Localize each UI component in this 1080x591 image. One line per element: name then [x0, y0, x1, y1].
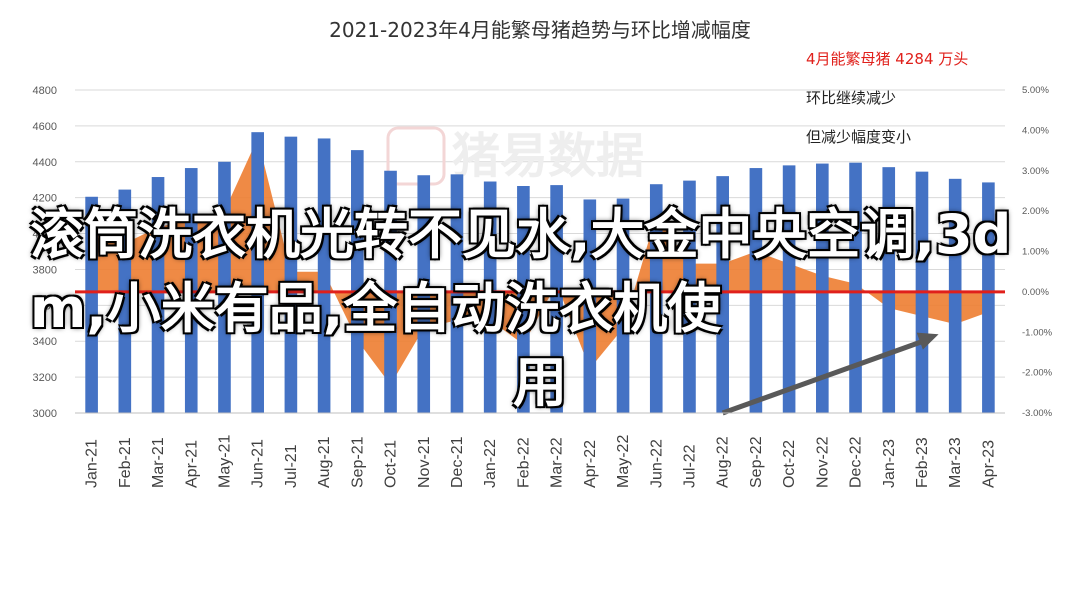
x-tick-label: Sep-21	[349, 436, 366, 488]
y-left-tick-label: 3800	[33, 264, 57, 276]
annotation-text: 但减少幅度变小	[806, 128, 911, 146]
chart-title: 2021-2023年4月能繁母猪趋势与环比增减幅度	[329, 18, 751, 42]
x-tick-label: Feb-23	[914, 437, 931, 488]
x-tick-label: Aug-22	[715, 436, 732, 488]
watermark-text: 猪易数据	[452, 128, 644, 184]
trend-arrow-shaft	[721, 336, 930, 416]
bar	[251, 132, 264, 414]
bar	[649, 184, 663, 413]
annotation-text: 4月能繁母猪 4284 万头	[806, 50, 968, 68]
x-tick-label: May-21	[216, 435, 233, 488]
y-right-tick-label: -3.00%	[1022, 408, 1053, 419]
y-left-tick-label: 4600	[33, 121, 57, 133]
x-tick-label: Mar-21	[150, 437, 167, 488]
y-left-tick-label: 4800	[33, 85, 57, 97]
bar	[982, 182, 995, 413]
overlay-caption: 滚筒洗衣机光转不见水,大金中央空调,3dm,小米有品,全自动洗衣机使用	[30, 198, 1050, 420]
y-left-tick-label: 4400	[33, 157, 57, 169]
x-tick-label: Apr-22	[582, 440, 599, 488]
x-tick-label: Mar-22	[549, 437, 566, 488]
bar	[782, 165, 796, 413]
x-tick-label: Jun-21	[250, 439, 267, 488]
bar	[616, 198, 630, 413]
x-tick-label: Dec-22	[848, 436, 865, 488]
bar	[351, 150, 364, 413]
y-right-tick-label: 5.00%	[1022, 85, 1049, 96]
bar	[849, 162, 862, 413]
bar	[816, 163, 829, 413]
y-left-tick-label: 4200	[33, 193, 57, 205]
bar	[483, 181, 497, 413]
overlay-line-3: 用	[513, 351, 567, 414]
x-tick-label: Oct-21	[383, 440, 400, 488]
x-tick-label: May-22	[615, 435, 632, 488]
y-left-tick-label: 3200	[33, 372, 57, 384]
watermark-logo-icon	[386, 126, 446, 186]
x-tick-label: Jan-23	[881, 439, 898, 488]
x-tick-label: Dec-21	[449, 436, 466, 488]
bar	[218, 161, 231, 413]
y-right-tick-label: 4.00%	[1022, 125, 1049, 136]
x-tick-label: Jan-22	[482, 439, 499, 488]
bar	[284, 136, 298, 413]
y-left-tick-label: 3400	[33, 336, 57, 348]
x-tick-label: Jul-21	[283, 444, 300, 488]
x-tick-label: Nov-22	[814, 436, 831, 488]
y-right-tick-label: 3.00%	[1022, 166, 1049, 177]
x-tick-label: Mar-23	[947, 437, 964, 488]
x-tick-label: Feb-22	[515, 437, 532, 488]
bar	[550, 185, 563, 413]
y-right-tick-label: -1.00%	[1022, 327, 1053, 338]
x-tick-label: Jun-22	[648, 439, 665, 488]
bar	[85, 196, 98, 413]
annotation-text: 环比继续减少	[806, 89, 896, 107]
y-right-tick-label: -2.00%	[1022, 368, 1053, 379]
bar	[583, 199, 597, 413]
y-left-tick-label: 3600	[33, 300, 57, 312]
bar	[118, 189, 132, 413]
x-tick-label: Jan-21	[84, 439, 101, 488]
overlay-line-1: 滚筒洗衣机光转不见水,大金中央空调	[30, 203, 915, 266]
x-tick-label: Nov-21	[416, 436, 433, 488]
bar	[517, 186, 530, 413]
x-tick-label: Apr-23	[980, 440, 997, 488]
y-right-tick-label: 1.00%	[1022, 247, 1049, 258]
overlay-line-2: ,3dm,小米有品,全自动洗衣机使	[30, 203, 1012, 340]
x-tick-label: Apr-21	[183, 440, 200, 488]
trend-arrow-head-icon	[916, 332, 939, 350]
x-tick-label: Sep-22	[748, 436, 765, 488]
y-right-tick-label: 0.00%	[1022, 287, 1049, 298]
x-tick-label: Oct-22	[781, 440, 798, 488]
bar	[683, 180, 696, 413]
bar	[317, 138, 331, 413]
bar	[417, 175, 431, 413]
x-tick-label: Feb-21	[117, 437, 134, 488]
mom-change-area	[91, 138, 989, 385]
x-tick-label: Jul-22	[681, 444, 698, 488]
x-tick-label: Aug-21	[316, 436, 333, 488]
y-left-tick-label: 4000	[33, 229, 57, 241]
y-left-tick-label: 3000	[33, 408, 57, 420]
y-right-tick-label: 2.00%	[1022, 206, 1049, 217]
bar	[151, 177, 165, 413]
bar	[948, 178, 962, 413]
bar	[450, 174, 464, 413]
bar	[716, 176, 729, 413]
